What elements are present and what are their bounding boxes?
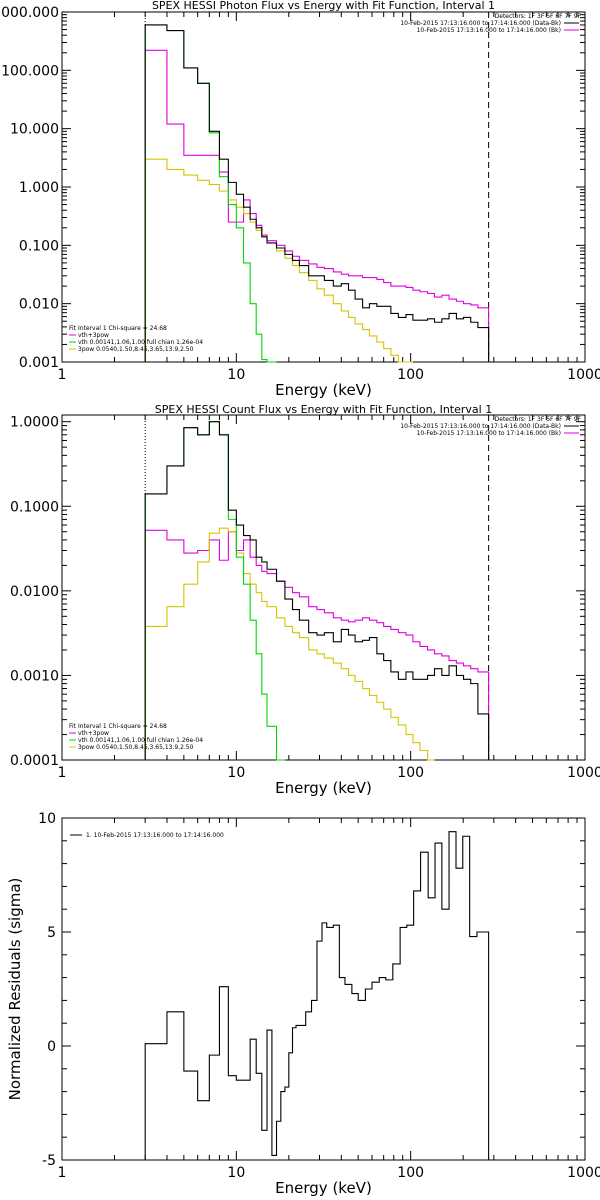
x-tick-label: 1 xyxy=(58,367,67,383)
chart-title: SPEX HESSI Count Flux vs Energy with Fit… xyxy=(155,403,492,416)
legend-entry: vth+3pow xyxy=(78,730,109,737)
x-axis-label: Energy (keV) xyxy=(275,779,372,797)
y-tick-label: 10.000 xyxy=(10,122,59,138)
x-tick-label: 1 xyxy=(58,765,67,781)
plot-frame xyxy=(61,817,586,1161)
chart-title: SPEX HESSI Photon Flux vs Energy with Fi… xyxy=(152,0,495,12)
y-tick-label: 0.0100 xyxy=(10,584,59,600)
y-axis-label: Normalized Residuals (sigma) xyxy=(6,878,24,1101)
legend-entry: 1. 10-Feb-2015 17:13:16.000 to 17:14:16.… xyxy=(86,832,224,839)
series-line-3 xyxy=(144,24,277,363)
legend-entry: 10-Feb-2015 17:13:16.000 to 17:14:16.000… xyxy=(400,423,561,430)
x-axis-label: Energy (keV) xyxy=(275,1179,372,1197)
legend-entry: 10-Feb-2015 17:13:16.000 to 17:14:16.000… xyxy=(417,430,561,437)
y-tick-label: -5 xyxy=(42,1153,56,1169)
x-tick-label: 10 xyxy=(227,1165,245,1181)
y-tick-label: 0 xyxy=(47,1039,56,1055)
y-tick-label: 100.000 xyxy=(1,63,59,79)
series-line-1 xyxy=(144,831,490,1160)
x-tick-label: 1000 xyxy=(567,1165,600,1181)
series-line-2 xyxy=(144,529,490,760)
legend-entry: vth+3pow xyxy=(78,332,109,339)
x-tick-label: 1000 xyxy=(567,765,600,781)
x-tick-label: 100 xyxy=(397,765,424,781)
legend-detectors: Detectors: 1F 3F 5F 6F 7F 9F xyxy=(495,416,582,423)
chart-panel-3: 1 10 100 1000 Energy (keV) -5 0 5 10 Normalized R… xyxy=(6,811,600,1197)
y-tick-label: 0.1000 xyxy=(10,499,59,515)
legend-entry: vth 0.00141,1.06,1.00 full chian 1.26e-0… xyxy=(78,737,203,744)
legend-detectors: Detectors: 1F 3F 5F 6F 7F 9F xyxy=(495,13,582,20)
legend-entry: 10-Feb-2015 17:13:16.000 to 17:14:16.000… xyxy=(400,20,561,27)
legend-entry: 3pow 0.0540,1.50,8.45,3.65,13.9,2.50 xyxy=(78,744,194,751)
series-line-1 xyxy=(144,421,490,760)
series-line-4 xyxy=(144,158,413,363)
y-tick-label: 0.100 xyxy=(19,238,59,254)
legend-entry: 10-Feb-2015 17:13:16.000 to 17:14:16.000… xyxy=(417,27,561,34)
y-tick-label: 0.0001 xyxy=(10,753,59,769)
x-tick-label: 10 xyxy=(227,367,245,383)
series-line-4 xyxy=(144,527,435,761)
legend-fit-info: Fit Interval 1 Chi-square = 24.68 xyxy=(69,325,167,332)
series-line-1 xyxy=(144,24,490,362)
plot-frame xyxy=(61,414,586,761)
y-tick-label: 10 xyxy=(38,811,56,827)
x-tick-label: 1 xyxy=(58,1165,67,1181)
legend-fit-info: Fit Interval 1 Chi-square = 24.68 xyxy=(69,723,167,730)
legend-entry: 3pow 0.0540,1.50,8.45,3.65,13.9,2.50 xyxy=(78,346,194,353)
y-tick-label: 0.0010 xyxy=(10,668,59,684)
chart-panel-1: SPEX HESSI Photon Flux vs Energy with Fi… xyxy=(0,0,600,399)
series-line-3 xyxy=(144,421,285,761)
plot-frame xyxy=(61,11,586,363)
y-tick-label: 0.010 xyxy=(19,297,59,313)
x-tick-label: 1000 xyxy=(567,367,600,383)
x-tick-label: 10 xyxy=(227,765,245,781)
y-tick-label: 1.000 xyxy=(19,180,59,196)
legend-entry: vth 0.00141,1.06,1.00 full chian 1.26e-0… xyxy=(78,339,203,346)
x-axis-label: Energy (keV) xyxy=(275,381,372,399)
series-line-2 xyxy=(144,49,490,362)
x-tick-label: 100 xyxy=(397,1165,424,1181)
y-tick-label: 1000.000 xyxy=(0,5,59,21)
chart-panel-2: SPEX HESSI Count Flux vs Energy with Fit… xyxy=(10,403,600,797)
y-tick-label: 1.0000 xyxy=(10,415,59,431)
x-tick-label: 100 xyxy=(397,367,424,383)
y-tick-label: 0.001 xyxy=(19,355,59,371)
y-tick-label: 5 xyxy=(47,925,56,941)
